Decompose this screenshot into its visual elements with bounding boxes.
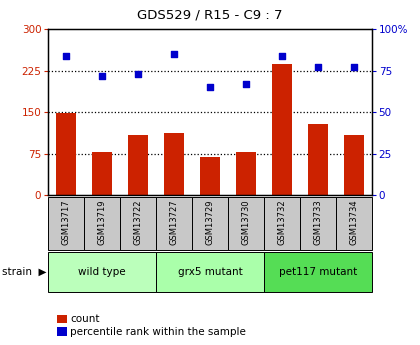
- Bar: [236, 152, 256, 195]
- Text: GSM13717: GSM13717: [62, 199, 71, 245]
- Text: pet117 mutant: pet117 mutant: [279, 267, 357, 277]
- Text: GSM13729: GSM13729: [205, 199, 215, 245]
- Bar: [300, 197, 336, 250]
- Point: [315, 65, 321, 70]
- Bar: [48, 252, 156, 292]
- Text: GSM13732: GSM13732: [277, 199, 286, 245]
- Bar: [308, 124, 328, 195]
- Bar: [200, 157, 220, 195]
- Text: GSM13733: GSM13733: [313, 199, 322, 245]
- Bar: [272, 63, 292, 195]
- Text: wild type: wild type: [79, 267, 126, 277]
- Text: count: count: [70, 314, 100, 324]
- Bar: [128, 135, 148, 195]
- Text: GSM13727: GSM13727: [170, 199, 178, 245]
- Point: [243, 81, 249, 87]
- Bar: [156, 197, 192, 250]
- Point: [278, 53, 285, 59]
- Bar: [264, 197, 300, 250]
- Text: GSM13722: GSM13722: [134, 199, 143, 245]
- Text: GSM13730: GSM13730: [241, 199, 250, 245]
- Bar: [336, 197, 372, 250]
- Bar: [192, 197, 228, 250]
- Bar: [344, 135, 364, 195]
- Bar: [164, 133, 184, 195]
- Bar: [156, 252, 264, 292]
- Point: [135, 71, 142, 77]
- Text: GSM13734: GSM13734: [349, 199, 358, 245]
- Bar: [228, 197, 264, 250]
- Text: GDS529 / R15 - C9 : 7: GDS529 / R15 - C9 : 7: [137, 9, 283, 22]
- Bar: [84, 197, 120, 250]
- Point: [350, 65, 357, 70]
- Text: grx5 mutant: grx5 mutant: [178, 267, 242, 277]
- Bar: [120, 197, 156, 250]
- Bar: [48, 197, 84, 250]
- Text: percentile rank within the sample: percentile rank within the sample: [70, 327, 246, 337]
- Bar: [56, 113, 76, 195]
- Text: GSM13719: GSM13719: [98, 199, 107, 245]
- Bar: [92, 152, 112, 195]
- Point: [207, 85, 213, 90]
- Bar: [264, 252, 372, 292]
- Point: [63, 53, 70, 59]
- Text: strain  ▶: strain ▶: [2, 267, 47, 277]
- Point: [99, 73, 105, 78]
- Point: [171, 51, 177, 57]
